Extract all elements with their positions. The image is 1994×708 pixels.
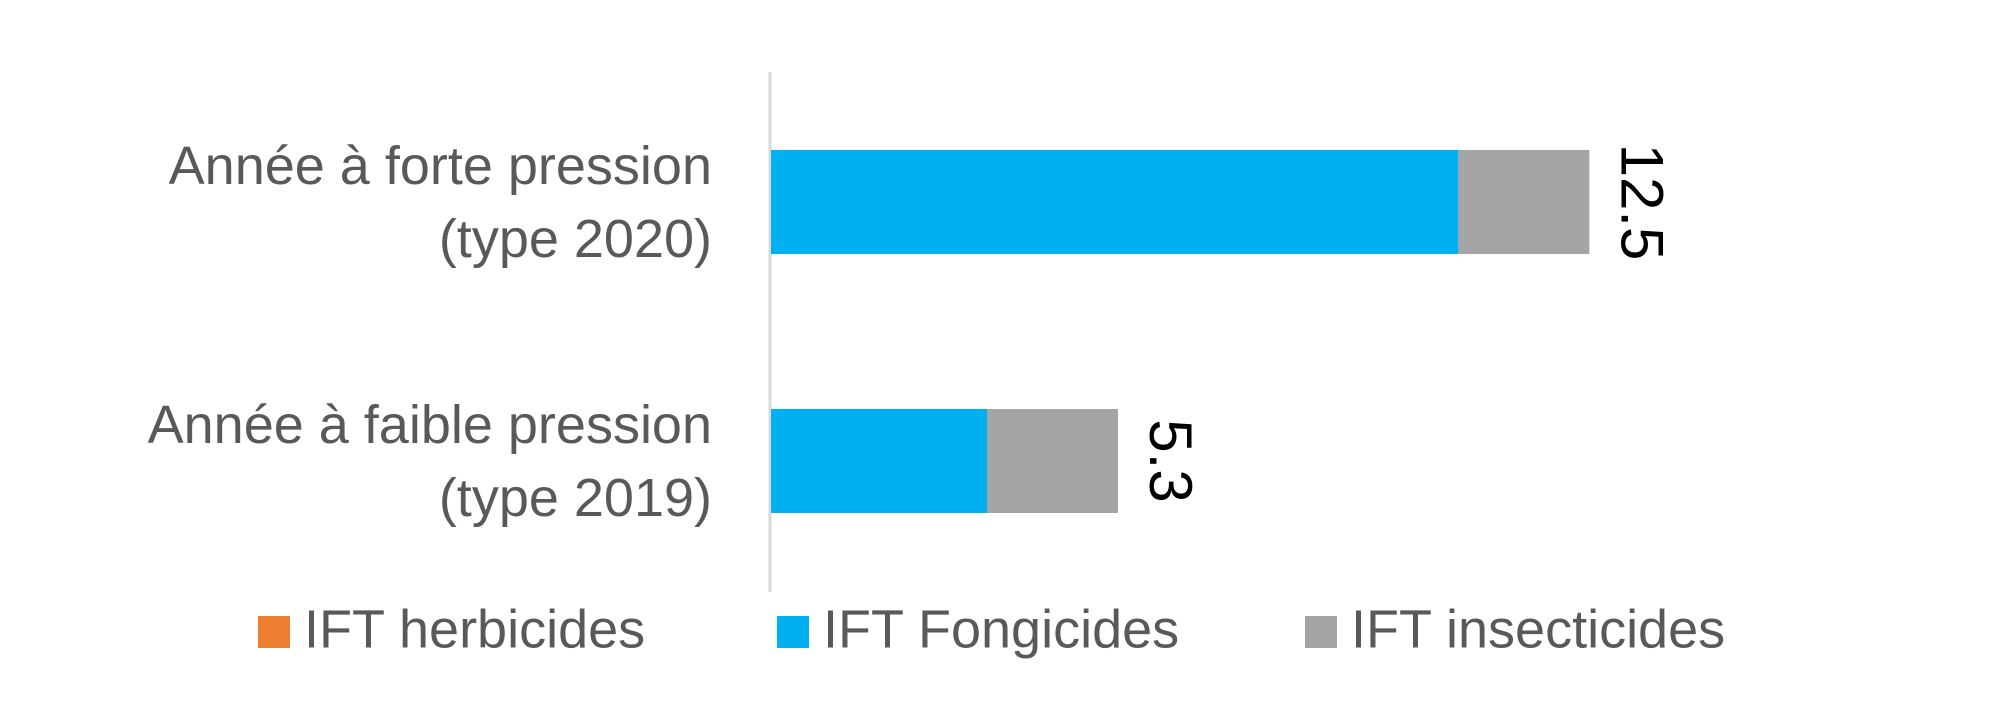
category-labels: Année à forte pression (type 2020)Année à… (148, 136, 712, 528)
bar-ift-insecticides-1 (987, 409, 1118, 513)
bar-ift-fongicides-1 (771, 409, 988, 513)
legend-swatch (777, 616, 809, 648)
bar-ift-fongicides-0 (771, 150, 1459, 254)
total-label-1: 5.3 (1137, 419, 1204, 502)
legend-label: IFT Fongicides (823, 599, 1179, 659)
bar-ift-insecticides-0 (1458, 150, 1590, 254)
total-label-0: 12.5 (1608, 144, 1675, 261)
legend-item-ift-fongicides: IFT Fongicides (777, 599, 1179, 659)
total-labels: 12.5 5.3 (1137, 144, 1675, 503)
category-label-line: (type 2020) (439, 209, 712, 269)
legend-swatch (1305, 616, 1337, 648)
category-label-line: (type 2019) (439, 468, 712, 528)
legend-item-ift-herbicides: IFT herbicides (258, 599, 645, 659)
legend: IFT herbicides IFT Fongicides IFT insectic… (258, 599, 1725, 659)
category-label-0: Année à forte pression (type 2020) (169, 136, 712, 269)
legend-swatch (258, 616, 290, 648)
legend-label: IFT herbicides (304, 599, 645, 659)
category-label-line: Année à forte pression (169, 136, 712, 196)
legend-label: IFT insecticides (1351, 599, 1725, 659)
category-label-line: Année à faible pression (148, 395, 712, 455)
bars-layer (771, 150, 1590, 513)
category-label-1: Année à faible pression (type 2019) (148, 395, 712, 528)
legend-item-ift-insecticides: IFT insecticides (1305, 599, 1725, 659)
